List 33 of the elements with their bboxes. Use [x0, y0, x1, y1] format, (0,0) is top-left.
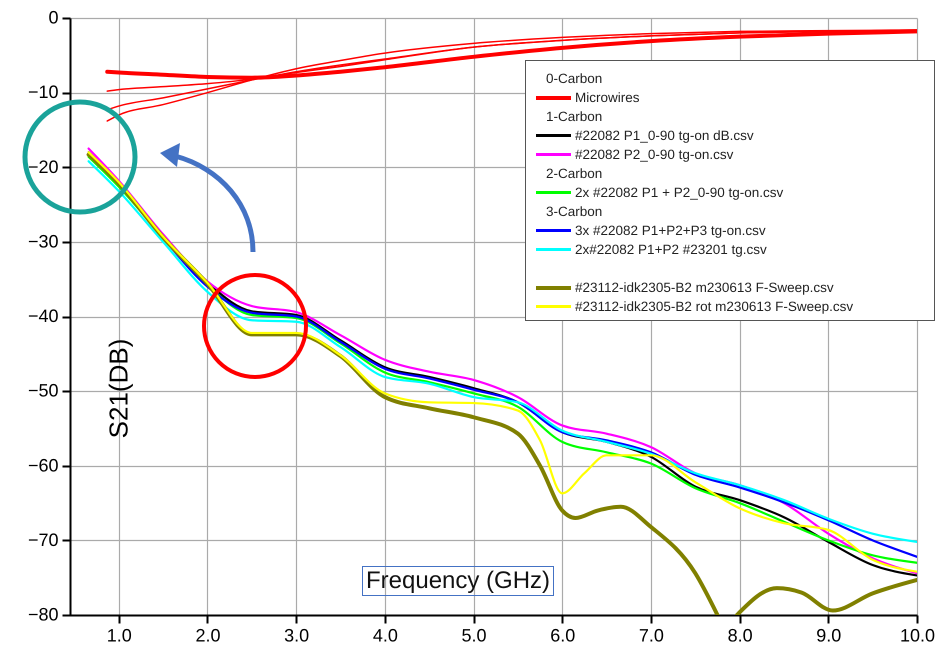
y-tick-label: 0 — [48, 8, 58, 28]
legend-label: Microwires — [575, 89, 640, 107]
x-tick-label: 1.0 — [106, 626, 132, 646]
y-tick-label: −10 — [28, 82, 58, 102]
y-tick-label: −70 — [28, 530, 58, 550]
x-tick-label: 3.0 — [284, 626, 310, 646]
legend-label: #23112-idk2305-B2 m230613 F-Sweep.csv — [575, 279, 834, 297]
legend-label: 2x#22082 P1+P2 #23201 tg.csv — [575, 241, 767, 259]
y-tick-label: −60 — [28, 455, 58, 476]
y-tick-label: −30 — [28, 231, 58, 252]
legend-label: #22082 P2_0-90 tg-on.csv — [575, 146, 734, 164]
x-tick-label: 5.0 — [462, 626, 487, 646]
x-tick-label: 6.0 — [550, 626, 576, 646]
x-tick-label: 4.0 — [372, 626, 398, 646]
x-tick-label: 8.0 — [728, 626, 753, 646]
y-tick-label: −40 — [28, 306, 58, 326]
legend-label: #23112-idk2305-B2 rot m230613 F-Sweep.csv — [575, 298, 854, 316]
annotation: 2-Carbon — [545, 165, 604, 183]
annotation: 1-Carbon — [545, 108, 604, 126]
x-axis-title: Frequency (GHz) — [362, 566, 554, 596]
legend-label: 2x #22082 P1 + P2_0-90 tg-on.csv — [575, 184, 784, 202]
x-tick-label: 10.0 — [900, 626, 936, 646]
x-tick-label: 2.0 — [195, 626, 220, 646]
x-tick-label: 9.0 — [816, 626, 842, 646]
y-tick-label: −20 — [28, 156, 58, 177]
x-tick-label: 7.0 — [638, 626, 664, 646]
annotation: 3-Carbon — [545, 203, 604, 221]
legend-label: 3x #22082 P1+P2+P3 tg-on.csv — [575, 222, 766, 240]
y-tick-label: −80 — [28, 604, 58, 624]
annotation: 0-Carbon — [545, 70, 604, 88]
legend-label: #22082 P1_0-90 tg-on dB.csv — [575, 127, 754, 145]
y-axis-title: S21(DB) — [104, 338, 134, 438]
y-tick-label: −50 — [28, 380, 58, 401]
